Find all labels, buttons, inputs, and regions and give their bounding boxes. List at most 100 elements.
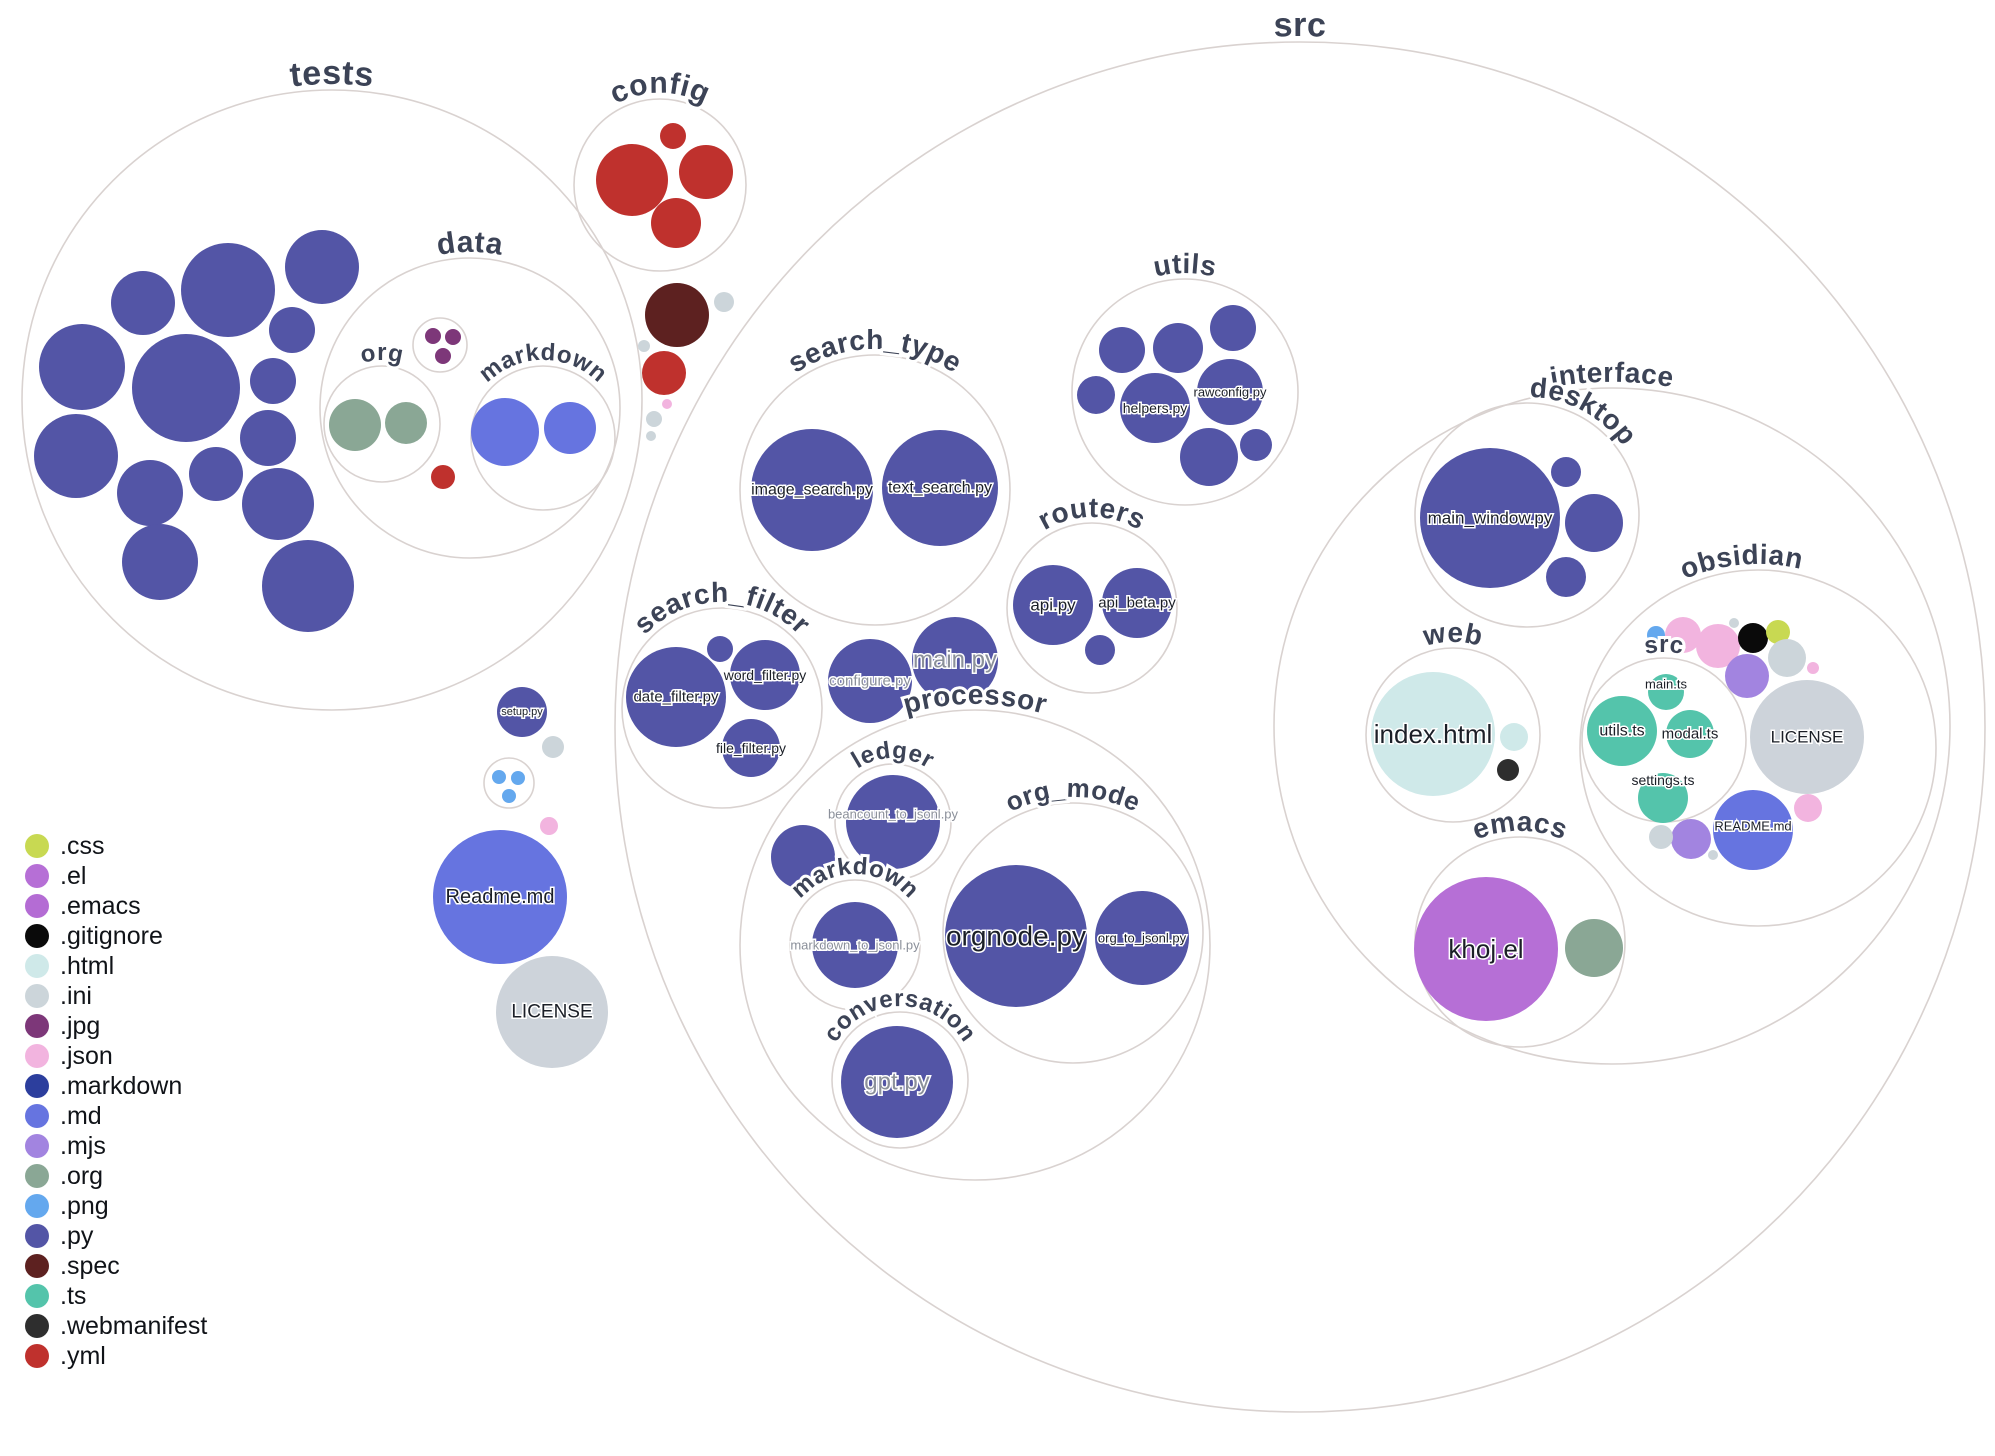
folder-circle-search-filter[interactable] [621, 607, 823, 809]
file-circle-css-file[interactable] [1766, 620, 1790, 644]
file-circle-date-filter-py[interactable] [626, 647, 726, 747]
file-circle-settings-ts[interactable] [1638, 773, 1688, 823]
folder-circle-desktop[interactable] [1414, 402, 1640, 628]
folder-circle-markdown[interactable] [470, 365, 616, 511]
file-circle-ini-file[interactable] [542, 736, 564, 758]
file-circle-json-file[interactable] [1665, 617, 1701, 653]
file-circle-py-file[interactable] [1180, 428, 1238, 486]
file-circle-ini-file[interactable] [638, 340, 650, 352]
file-circle-ini-file[interactable] [1649, 825, 1673, 849]
file-circle-md-file[interactable] [544, 402, 596, 454]
file-circle-py-file[interactable] [707, 636, 733, 662]
file-circle-json-file[interactable] [1794, 794, 1822, 822]
file-circle-yml-file[interactable] [651, 198, 701, 248]
file-circle-py-file[interactable] [1546, 557, 1586, 597]
file-circle-rawconfig-py[interactable] [1197, 359, 1263, 425]
folder-circle-processor[interactable] [739, 709, 1211, 1181]
file-circle-json-file[interactable] [1696, 624, 1740, 668]
file-circle-py-file[interactable] [117, 460, 183, 526]
file-circle-gpt-py[interactable] [841, 1026, 953, 1138]
file-circle-modal-ts[interactable] [1666, 710, 1714, 758]
file-circle-configure-py[interactable] [828, 639, 912, 723]
folder-circle-org-mode[interactable] [942, 802, 1204, 1064]
folder-circle-tests[interactable] [21, 89, 643, 711]
file-circle-mjs-file[interactable] [1725, 654, 1769, 698]
file-circle-webmanifest-file[interactable] [1497, 759, 1519, 781]
file-circle-org-file[interactable] [329, 399, 381, 451]
file-circle-png-file[interactable] [511, 771, 525, 785]
file-circle-py-file[interactable] [1099, 327, 1145, 373]
file-circle-py-file[interactable] [1153, 323, 1203, 373]
file-circle-yml-file[interactable] [642, 351, 686, 395]
file-circle-py-file[interactable] [34, 414, 118, 498]
file-circle-utils-ts[interactable] [1587, 696, 1657, 766]
folder-circle-config[interactable] [573, 98, 747, 272]
file-circle-jpg-file[interactable] [445, 329, 461, 345]
file-circle-md-file[interactable] [471, 398, 539, 466]
file-circle-py-file[interactable] [242, 468, 314, 540]
folder-circle-web[interactable] [1365, 647, 1541, 823]
file-circle-py-file[interactable] [1565, 494, 1623, 552]
file-circle-py-file[interactable] [1085, 635, 1115, 665]
file-circle-org-file[interactable] [1565, 919, 1623, 977]
file-circle-index-html[interactable] [1371, 672, 1495, 796]
file-circle-py-file[interactable] [250, 358, 296, 404]
file-circle-main-py[interactable] [912, 617, 998, 703]
file-circle-orgnode-py[interactable] [945, 865, 1087, 1007]
file-circle-ini-file[interactable] [646, 431, 656, 441]
file-circle-markdown-to-jsonl-py[interactable] [812, 902, 898, 988]
file-circle-khoj-el[interactable] [1414, 877, 1558, 1021]
file-circle-mjs-file[interactable] [1671, 819, 1711, 859]
file-circle-json-file[interactable] [540, 817, 558, 835]
file-circle-py-file[interactable] [1240, 429, 1272, 461]
file-circle-yml-file[interactable] [431, 465, 455, 489]
file-circle-py-file[interactable] [122, 524, 198, 600]
folder-circle-conversation[interactable] [831, 1011, 969, 1149]
file-circle-yml-file[interactable] [679, 145, 733, 199]
file-circle-py-file[interactable] [1210, 305, 1256, 351]
file-circle-png-file[interactable] [1647, 626, 1665, 644]
folder-circle-interface[interactable] [1273, 387, 1951, 1065]
folder-circle-search-type[interactable] [739, 354, 1011, 626]
file-circle-ini-file[interactable] [1768, 639, 1806, 677]
folder-circle-routers[interactable] [1006, 522, 1178, 694]
file-circle-api-py[interactable] [1013, 565, 1093, 645]
file-circle-ini-file[interactable] [1729, 618, 1739, 628]
file-circle-license[interactable] [1750, 680, 1864, 794]
file-circle-license[interactable] [496, 956, 608, 1068]
folder-circle-data[interactable] [319, 257, 621, 559]
file-circle-png-file[interactable] [492, 770, 506, 784]
file-circle-py-file[interactable] [262, 540, 354, 632]
file-circle-jpg-file[interactable] [435, 348, 451, 364]
file-circle-py-file[interactable] [132, 334, 240, 442]
file-circle-org-file[interactable] [385, 402, 427, 444]
file-circle-py-file[interactable] [240, 410, 296, 466]
file-circle-image-search-py[interactable] [751, 429, 873, 551]
folder-circle-ledger[interactable] [834, 763, 952, 881]
file-circle-gitignore-file[interactable] [1738, 623, 1768, 653]
file-circle-text-search-py[interactable] [882, 430, 998, 546]
file-circle-py-file[interactable] [1551, 457, 1581, 487]
file-circle-ini-file[interactable] [714, 292, 734, 312]
file-circle-py-file[interactable] [771, 825, 835, 889]
file-circle-ini-file[interactable] [1708, 850, 1718, 860]
file-circle-py-file[interactable] [111, 271, 175, 335]
folder-circle-obsidian[interactable] [1579, 569, 1937, 927]
file-circle-yml-file[interactable] [596, 144, 668, 216]
file-circle-spec-file[interactable] [645, 283, 709, 347]
file-circle-org-to-jsonl-py[interactable] [1095, 891, 1189, 985]
file-circle-yml-file[interactable] [660, 123, 686, 149]
folder-circle-markdown[interactable] [789, 879, 921, 1011]
folder-circle-src[interactable] [614, 41, 1986, 1413]
file-circle-jpg-file[interactable] [425, 328, 441, 344]
file-circle-beancount-to-jsonl-py[interactable] [846, 775, 940, 869]
file-circle-api-beta-py[interactable] [1102, 568, 1172, 638]
file-circle-py-file[interactable] [39, 324, 125, 410]
file-circle-json-file[interactable] [662, 399, 672, 409]
file-circle-py-file[interactable] [189, 447, 243, 501]
file-circle-word-filter-py[interactable] [730, 640, 800, 710]
file-circle-ini-file[interactable] [646, 411, 662, 427]
file-circle-file-filter-py[interactable] [722, 719, 780, 777]
file-circle-py-file[interactable] [269, 307, 315, 353]
file-circle-py-file[interactable] [1077, 376, 1115, 414]
